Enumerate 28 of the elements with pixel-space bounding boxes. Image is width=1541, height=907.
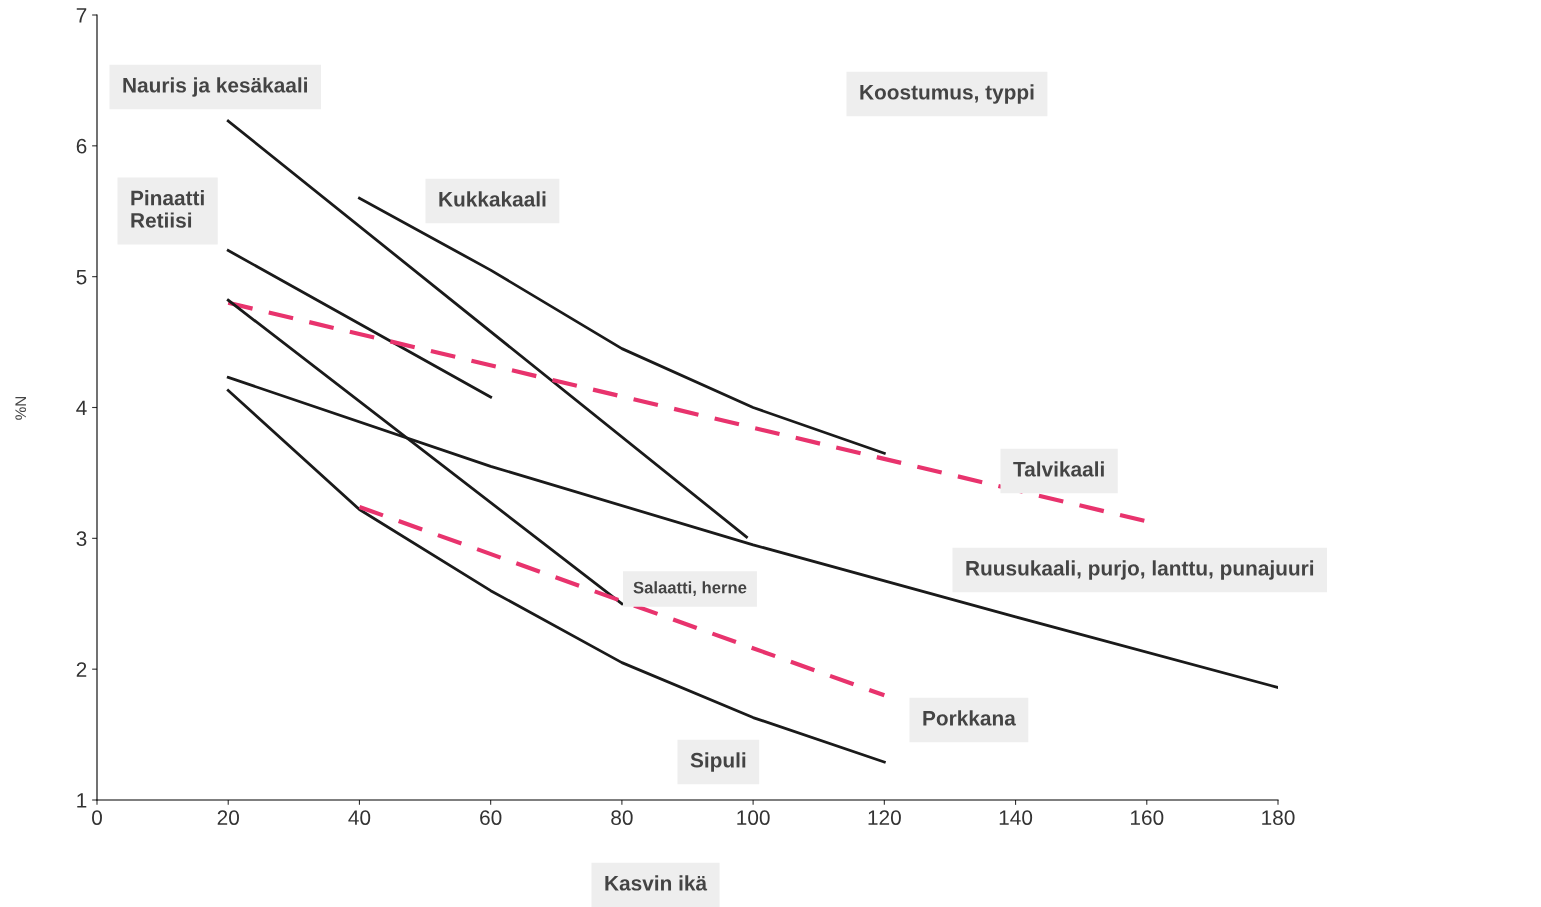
x-tick-label: 180 <box>1262 810 1295 826</box>
x-tick-label: 160 <box>1130 810 1164 826</box>
x-tick-label: 20 <box>217 810 239 826</box>
x-tick-label: 0 <box>92 810 102 826</box>
series-label: Salaatti, herne <box>633 581 747 596</box>
x-tick-label: 140 <box>999 810 1033 826</box>
series-label: Sipuli <box>690 752 746 772</box>
y-tick-label: 5 <box>76 269 87 285</box>
y-tick-label: 3 <box>76 531 87 547</box>
series-label: Nauris ja kesäkaali <box>123 77 307 97</box>
x-tick-label: 60 <box>480 810 502 826</box>
x-axis-title: Kasvin ikä <box>605 875 708 891</box>
y-tick-label: 7 <box>76 8 87 23</box>
y-tick-label: 2 <box>76 662 87 677</box>
text: Porkkana <box>923 710 1016 726</box>
x-tick-label: 120 <box>868 810 901 826</box>
series-label: Kukkakaali <box>439 191 546 207</box>
y-tick-label: 1 <box>77 793 87 808</box>
series-label: Pinaatti Retiisi <box>131 190 204 228</box>
x-tick-label: 40 <box>348 810 371 826</box>
y-tick-label: 6 <box>76 138 87 154</box>
series-label: Talvikaali <box>1013 461 1104 477</box>
x-tick-label: 80 <box>611 810 633 826</box>
y-tick-label: 4 <box>76 400 87 416</box>
text: Koostumus, typpi <box>860 84 1034 104</box>
y-axis-title: %N <box>15 396 27 420</box>
series-label: Ruusukaali, purjo, lanttu, punajuuri <box>966 560 1314 580</box>
x-tick-label: 100 <box>737 810 770 826</box>
